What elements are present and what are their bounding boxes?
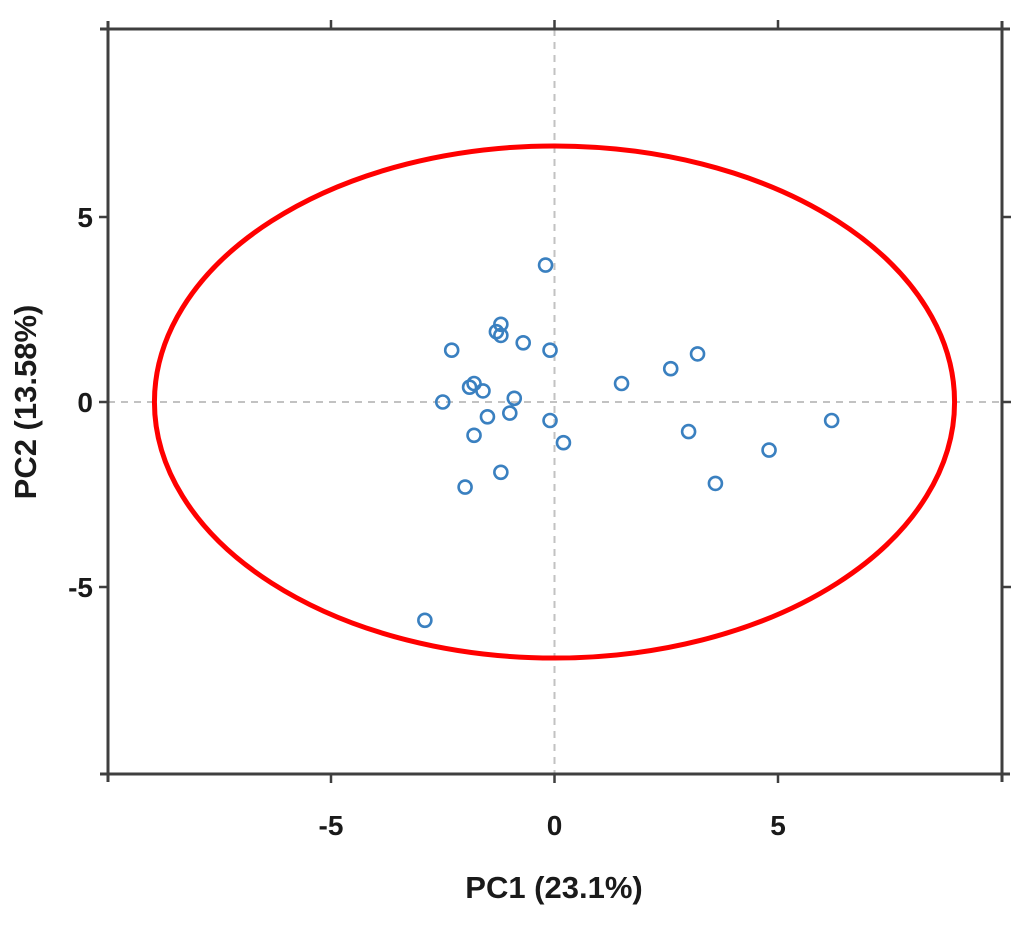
tick-labels: -5 0 5 -5 0 5	[68, 202, 786, 841]
points-layer	[417, 257, 840, 629]
grid-lines	[108, 29, 1002, 774]
ellipse-layer	[151, 143, 958, 661]
y-tick-label: -5	[68, 572, 93, 603]
data-point	[466, 427, 482, 444]
data-point	[443, 342, 460, 359]
x-tick-label: -5	[319, 810, 344, 841]
data-point	[457, 479, 473, 495]
x-tick-label: 5	[770, 810, 786, 841]
data-point	[493, 327, 509, 344]
data-point	[823, 412, 840, 429]
data-point	[613, 375, 630, 392]
data-point	[707, 475, 724, 492]
data-point	[501, 405, 518, 421]
data-point	[555, 434, 572, 451]
data-point	[537, 257, 554, 273]
data-point	[493, 316, 509, 333]
data-point	[434, 394, 451, 410]
y-axis-title: PC2 (13.58%)	[8, 305, 43, 500]
data-point	[689, 346, 706, 362]
data-point	[542, 342, 558, 359]
data-point	[680, 423, 697, 440]
data-point	[493, 464, 509, 481]
confidence-ellipse	[151, 143, 958, 661]
data-point	[761, 442, 777, 458]
x-tick-label: 0	[547, 810, 563, 841]
data-point	[542, 412, 558, 429]
data-point	[506, 390, 523, 407]
data-point	[475, 383, 491, 399]
data-point	[417, 612, 433, 629]
data-point	[479, 408, 496, 425]
y-tick-label: 0	[77, 387, 93, 418]
y-tick-label: 5	[77, 202, 93, 233]
data-point	[662, 360, 679, 377]
x-axis-title: PC1 (23.1%)	[465, 870, 642, 905]
axis-box	[99, 20, 1011, 783]
data-point	[515, 334, 532, 351]
